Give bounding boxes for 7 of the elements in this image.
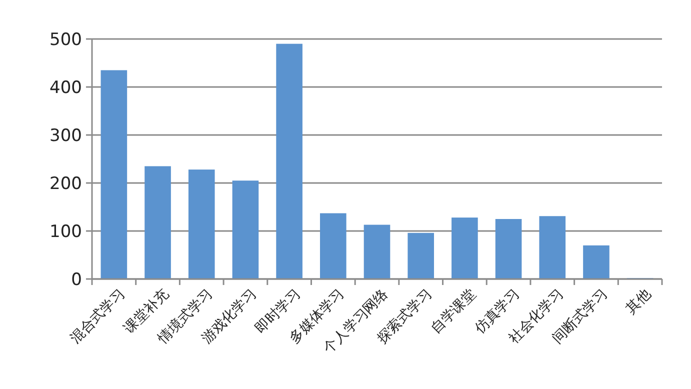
y-tick-label: 100	[50, 222, 82, 242]
y-tick-label: 0	[71, 270, 82, 290]
y-tick-label: 500	[50, 30, 82, 50]
y-tick-label: 300	[50, 126, 82, 146]
x-tick-label: 其他	[623, 286, 654, 318]
y-tick-label: 200	[50, 174, 82, 194]
y-tick-label: 400	[50, 78, 82, 98]
